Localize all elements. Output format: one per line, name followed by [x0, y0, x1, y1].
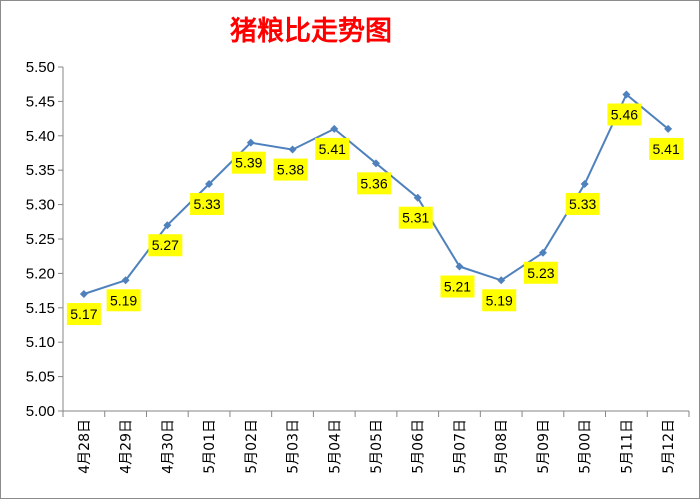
- x-tick-label: 5月04日: [327, 419, 343, 474]
- x-tick-label: 4月28日: [77, 419, 93, 474]
- y-tick-label: 5.20: [26, 265, 55, 282]
- data-point: [538, 248, 547, 257]
- data-label: 5.36: [360, 175, 387, 191]
- data-label: 5.41: [653, 141, 680, 157]
- data-label: 5.38: [277, 162, 304, 178]
- data-point: [622, 90, 631, 99]
- y-tick-label: 5.45: [26, 93, 55, 110]
- data-label-bg: [482, 289, 517, 312]
- y-tick-label: 5.25: [26, 231, 55, 248]
- data-label-bg: [523, 261, 558, 284]
- data-label-bg: [106, 289, 141, 312]
- data-point: [79, 290, 88, 299]
- data-point: [580, 179, 589, 188]
- x-tick-label: 5月11日: [619, 419, 635, 474]
- y-tick-label: 5.05: [26, 369, 55, 386]
- x-tick-label: 4月30日: [160, 419, 176, 474]
- data-label-bg: [398, 206, 433, 229]
- data-point: [163, 221, 172, 230]
- y-tick-label: 5.30: [26, 197, 55, 214]
- y-tick-label: 5.10: [26, 334, 55, 351]
- x-tick-label: 5月08日: [494, 419, 510, 474]
- data-label-bg: [148, 234, 183, 257]
- data-point: [121, 276, 130, 285]
- data-point: [205, 179, 214, 188]
- x-tick-label: 5月05日: [369, 419, 385, 474]
- data-label-bg: [357, 172, 391, 195]
- data-label-bg: [607, 103, 642, 126]
- chart-title: 猪粮比走势图: [230, 16, 392, 47]
- y-tick-label: 5.00: [26, 403, 55, 420]
- data-label: 5.39: [235, 155, 262, 171]
- data-point: [288, 145, 297, 154]
- data-label-bg: [315, 137, 350, 160]
- data-point: [497, 276, 506, 285]
- x-tick-label: 4月29日: [119, 419, 135, 474]
- data-label-bg: [273, 158, 308, 181]
- data-point: [330, 124, 339, 133]
- x-tick-label: 5月00日: [578, 419, 594, 474]
- data-label-bg: [66, 303, 101, 326]
- data-label: 5.46: [611, 107, 638, 123]
- x-tick-label: 5月12日: [661, 419, 677, 474]
- x-tick-label: 5月06日: [411, 419, 427, 474]
- x-tick-label: 5月02日: [244, 419, 260, 474]
- data-label-bg: [440, 275, 475, 298]
- data-label: 5.19: [486, 292, 513, 308]
- data-label: 5.23: [527, 265, 554, 281]
- x-tick-label: 5月03日: [286, 419, 302, 474]
- x-tick-label: 5月07日: [452, 419, 468, 474]
- data-point: [246, 138, 255, 147]
- data-point: [664, 124, 673, 133]
- data-label-bg: [231, 151, 266, 174]
- y-tick-label: 5.40: [26, 128, 55, 145]
- data-label-bg: [190, 192, 225, 215]
- data-label-bg: [649, 137, 684, 160]
- data-point: [372, 159, 380, 168]
- data-point: [455, 262, 464, 271]
- y-tick-label: 5.15: [26, 300, 55, 317]
- y-tick-label: 5.50: [26, 59, 55, 76]
- data-label: 5.33: [569, 196, 596, 212]
- data-label: 5.17: [70, 306, 97, 322]
- data-label: 5.31: [402, 210, 429, 226]
- x-tick-label: 5月01日: [202, 419, 218, 474]
- data-label: 5.33: [193, 196, 220, 212]
- data-label-bg: [565, 192, 600, 215]
- y-tick-label: 5.35: [26, 162, 55, 179]
- data-point: [413, 193, 422, 202]
- data-label: 5.21: [444, 279, 471, 295]
- data-label: 5.41: [319, 141, 346, 157]
- data-label: 5.19: [110, 292, 137, 308]
- x-tick-label: 5月09日: [536, 419, 552, 474]
- data-label: 5.27: [152, 237, 179, 253]
